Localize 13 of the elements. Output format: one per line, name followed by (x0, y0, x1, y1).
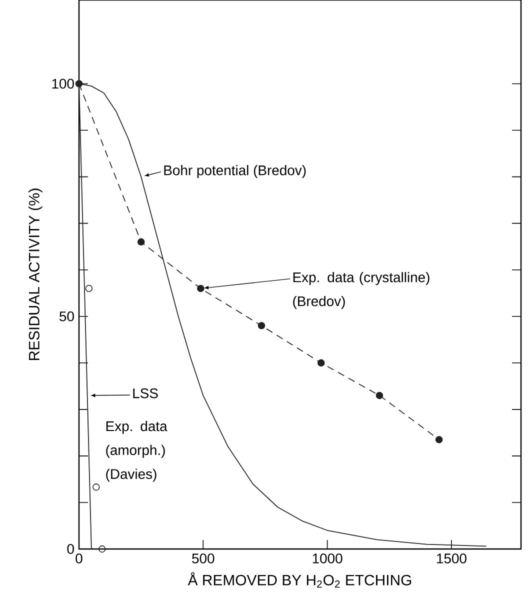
x-tick-label: 0 (76, 554, 82, 564)
series-label: Exp. data (amorph.) (Davies) (106, 420, 168, 482)
x-tick-label: 1000 (312, 554, 342, 564)
x-axis-title: Å REMOVED BY H$_{2}$O$_{2}$ ETCHING (188, 572, 412, 588)
x-tick-label: 1500 (437, 554, 466, 564)
y-tick-label: 0 (67, 544, 74, 554)
x-tick-label: 500 (192, 554, 214, 564)
text: LSS (133, 388, 158, 398)
y-axis-title: RESIDUAL ACTIVITY (%) (28, 188, 42, 360)
text: Exp. data (crystalline) (Bredov) (293, 272, 430, 309)
y-tick-label: 100 (52, 78, 74, 89)
y-tick-label: 50 (60, 311, 74, 322)
series-label: Bohr potential (Bredov) (164, 165, 306, 178)
